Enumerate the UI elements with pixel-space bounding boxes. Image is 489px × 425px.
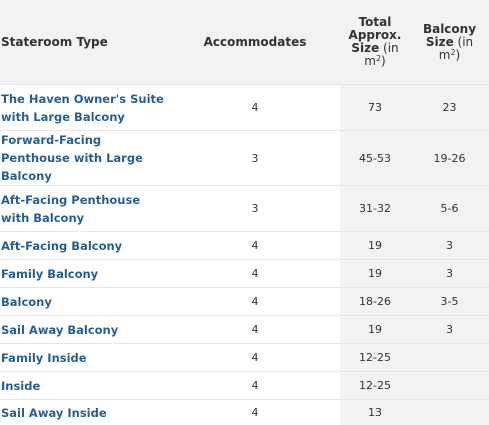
header-balcony-line1: Balcony (423, 22, 476, 36)
balcony-size-cell: 5-6 (410, 186, 489, 232)
table-row: Sail Away Balcony 4 19 3 (0, 316, 489, 344)
balcony-size-cell: 19-26 (410, 131, 489, 186)
balcony-size-cell: 3-5 (410, 288, 489, 316)
total-size-cell: 45-53 (340, 131, 410, 186)
stateroom-name: Family Balcony (0, 260, 170, 288)
header-stateroom-type: Stateroom Type (0, 0, 170, 85)
total-size-cell: 13 (340, 400, 410, 425)
balcony-size-cell (410, 400, 489, 425)
accommodates-cell: 4 (170, 316, 340, 344)
balcony-size-cell: 3 (410, 260, 489, 288)
total-size-cell: 73 (340, 85, 410, 131)
total-size-cell: 31-32 (340, 186, 410, 232)
total-size-cell: 12-25 (340, 372, 410, 400)
header-total-unit: m (364, 54, 376, 68)
stateroom-name: Sail Away Inside (0, 400, 170, 425)
header-total-line1: Total (359, 15, 392, 29)
total-size-cell: 19 (340, 316, 410, 344)
table-row: Family Inside 4 12-25 (0, 344, 489, 372)
header-accommodates: Accommodates (170, 0, 340, 85)
accommodates-cell: 4 (170, 344, 340, 372)
header-total-line3b: (in (379, 41, 398, 55)
header-balcony-size: Balcony Size (in m2) (410, 0, 489, 85)
table-row: Aft-Facing Penthouse with Balcony 3 31-3… (0, 186, 489, 232)
header-balcony-line2a: Size (426, 35, 454, 49)
accommodates-cell: 4 (170, 232, 340, 260)
accommodates-cell: 3 (170, 131, 340, 186)
accommodates-cell: 4 (170, 288, 340, 316)
table-row: Balcony 4 18-26 3-5 (0, 288, 489, 316)
header-total-line3a: Size (351, 41, 379, 55)
stateroom-name: Forward-Facing Penthouse with Large Balc… (0, 131, 170, 186)
balcony-size-cell: 3 (410, 316, 489, 344)
accommodates-cell: 4 (170, 400, 340, 425)
stateroom-name: Aft-Facing Balcony (0, 232, 170, 260)
stateroom-name: The Haven Owner's Suite with Large Balco… (0, 85, 170, 131)
table-row: Inside 4 12-25 (0, 372, 489, 400)
table-row: Sail Away Inside 4 13 (0, 400, 489, 425)
header-balcony-line2b: (in (454, 35, 473, 49)
total-size-cell: 12-25 (340, 344, 410, 372)
table-row: Aft-Facing Balcony 4 19 3 (0, 232, 489, 260)
header-balcony-close: ) (456, 48, 461, 62)
accommodates-cell: 4 (170, 85, 340, 131)
stateroom-name: Balcony (0, 288, 170, 316)
stateroom-name: Sail Away Balcony (0, 316, 170, 344)
table-header-row: Stateroom Type Accommodates Total Approx… (0, 0, 489, 85)
total-size-cell: 19 (340, 260, 410, 288)
header-total-size: Total Approx. Size (in m2) (340, 0, 410, 85)
header-balcony-unit: m (439, 48, 451, 62)
table-row: The Haven Owner's Suite with Large Balco… (0, 85, 489, 131)
balcony-size-cell (410, 372, 489, 400)
total-size-cell: 18-26 (340, 288, 410, 316)
header-total-close: ) (381, 54, 386, 68)
table-row: Family Balcony 4 19 3 (0, 260, 489, 288)
accommodates-cell: 4 (170, 372, 340, 400)
stateroom-name: Family Inside (0, 344, 170, 372)
table-row: Forward-Facing Penthouse with Large Balc… (0, 131, 489, 186)
accommodates-cell: 4 (170, 260, 340, 288)
balcony-size-cell: 23 (410, 85, 489, 131)
accommodates-cell: 3 (170, 186, 340, 232)
balcony-size-cell (410, 344, 489, 372)
stateroom-name: Inside (0, 372, 170, 400)
total-size-cell: 19 (340, 232, 410, 260)
stateroom-name: Aft-Facing Penthouse with Balcony (0, 186, 170, 232)
balcony-size-cell: 3 (410, 232, 489, 260)
header-total-line2: Approx. (349, 28, 402, 42)
